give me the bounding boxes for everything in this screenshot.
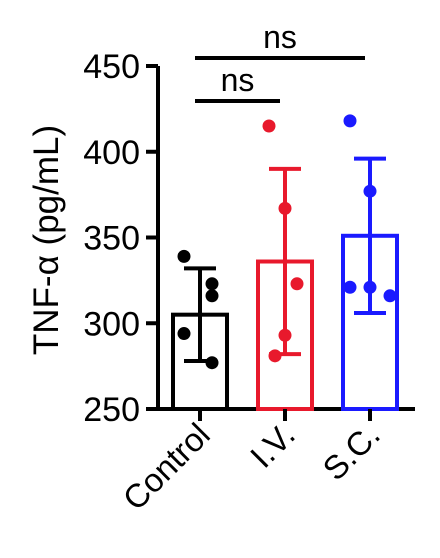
x-tick-label: I.V.: [243, 416, 302, 475]
data-point: [177, 249, 191, 263]
x-tick-label: Control: [116, 416, 217, 517]
data-point: [343, 114, 357, 128]
x-tick-label: S.C.: [315, 416, 387, 488]
data-point: [278, 201, 292, 215]
data-point: [268, 349, 282, 363]
data-point: [177, 327, 191, 341]
y-axis-label: TNF-α (pg/mL): [27, 125, 66, 355]
x-ticks: Control I.V. S.C.: [116, 416, 387, 517]
data-point: [383, 289, 397, 303]
data-point: [205, 277, 219, 291]
data-point: [205, 289, 219, 303]
data-point: [278, 328, 292, 342]
significance-label: ns: [263, 19, 297, 55]
data-point: [290, 277, 304, 291]
data-point: [363, 280, 377, 294]
significance-label: ns: [221, 62, 255, 98]
y-tick-label: 450: [83, 48, 140, 86]
data-point: [205, 356, 219, 370]
y-ticks: 250 300 350 400 450: [83, 48, 158, 429]
y-tick-label: 250: [83, 391, 140, 429]
y-tick-label: 350: [83, 220, 140, 258]
data-point: [363, 184, 377, 198]
data-point: [262, 119, 276, 133]
bars: [171, 114, 399, 421]
y-tick-label: 300: [83, 305, 140, 343]
y-tick-label: 400: [83, 134, 140, 172]
data-point: [343, 280, 357, 294]
